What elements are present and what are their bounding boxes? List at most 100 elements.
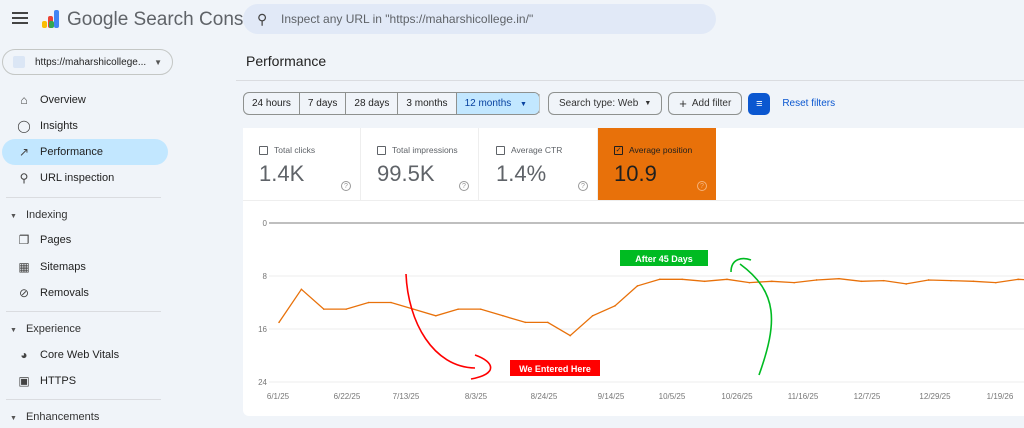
range-3-months[interactable]: 3 months [398, 93, 457, 114]
sidebar-item-overview[interactable]: ⌂ Overview [2, 87, 168, 113]
data-point [927, 279, 930, 281]
data-point [771, 280, 773, 283]
filter-settings-button[interactable]: ≡ [748, 92, 771, 115]
data-point [614, 305, 616, 307]
search-type-label: Search type: Web [559, 98, 639, 109]
section-title: Indexing [25, 209, 68, 221]
divider [6, 197, 161, 198]
help-icon[interactable]: ? [459, 181, 469, 191]
divider [6, 311, 161, 312]
metric-label: Total clicks [274, 145, 316, 155]
menu-icon[interactable] [12, 12, 28, 24]
page-title: Performance [246, 53, 327, 69]
data-point [972, 280, 975, 283]
position-chart: 0 8 16 246/1/25 6/22/25 7/13/25 8/3/25 8/24/25 9… [258, 219, 1024, 401]
data-point [547, 321, 549, 324]
data-point [323, 308, 325, 310]
property-label: https://maharshicollege... [35, 56, 147, 68]
range-28-days[interactable]: 28 days [346, 93, 399, 114]
checkbox-checked[interactable]: ✓ [614, 145, 623, 155]
search-icon: ⚲ [257, 11, 268, 27]
green-arrow-head [730, 257, 752, 273]
data-point [390, 301, 392, 304]
date-range-selector: 24 hours 7 days 28 days 3 months 12 mont… [243, 92, 540, 115]
range-7-days[interactable]: 7 days [300, 93, 347, 114]
sidebar-item-core-web-vitals[interactable]: ◕ Core Web Vitals [2, 342, 168, 368]
url-inspect-search[interactable]: ⚲ Inspect any URL in "https://maharshicol… [243, 4, 716, 34]
metric-total-clicks[interactable]: Total clicks 1.4K? [243, 128, 361, 201]
home-icon: ⌂ [20, 93, 28, 107]
y-tick-label: 0 [263, 219, 268, 228]
range-label: 12 months [464, 98, 512, 109]
x-tick-label: 8/3/25 [465, 392, 488, 401]
search-icon: ⚲ [19, 171, 29, 185]
sidebar-item-https[interactable]: ▣ HTTPS [2, 368, 168, 394]
help-icon[interactable]: ? [697, 181, 707, 191]
data-point [569, 334, 571, 337]
metric-average-ctr[interactable]: Average CTR 1.4%? [480, 128, 598, 201]
x-tick-label: 10/26/25 [721, 392, 753, 401]
annotation-after-45-days: After 45 Days [635, 254, 693, 264]
sidebar-item-label: Insights [40, 120, 78, 132]
range-24-hours[interactable]: 24 hours [244, 93, 300, 114]
x-tick-label: 6/1/25 [267, 392, 290, 401]
sidebar-item-label: Sitemaps [40, 261, 86, 273]
caret-down-icon: ▼ [10, 415, 17, 422]
divider [236, 80, 1024, 81]
metric-value: 99.5K [377, 161, 435, 186]
sidebar-item-label: Pages [40, 234, 72, 246]
data-point [524, 321, 527, 324]
property-selector[interactable]: https://maharshicollege... ▼ [2, 49, 174, 75]
sidebar-item-performance[interactable]: ↗ Performance [2, 139, 168, 165]
add-filter-button[interactable]: + Add filter [668, 92, 743, 115]
sidebar-item-removals[interactable]: ⊘ Removals [2, 280, 168, 306]
sidebar-item-label: Removals [40, 287, 89, 299]
pages-icon: ❐ [18, 233, 30, 247]
data-point [591, 314, 594, 317]
sidebar-item-pages[interactable]: ❐ Pages [2, 227, 168, 253]
metric-average-position[interactable]: ✓ Average position 10.9? [598, 128, 716, 201]
data-point [793, 281, 795, 284]
y-tick-label: 24 [258, 378, 267, 387]
checkbox[interactable] [259, 145, 268, 155]
section-title: Experience [25, 323, 81, 335]
search-console-logo [42, 10, 59, 28]
site-favicon [13, 56, 25, 68]
app-name: Google Search Console [67, 9, 269, 30]
data-point [636, 285, 639, 287]
sidebar-item-label: URL inspection [40, 172, 115, 184]
sidebar-item-insights[interactable]: ◯ Insights [2, 113, 168, 139]
sidebar-item-url-inspection[interactable]: ⚲ URL inspection [2, 165, 168, 191]
checkbox[interactable] [377, 145, 386, 155]
reset-filters-link[interactable]: Reset filters [782, 98, 836, 109]
x-tick-label: 12/7/25 [854, 392, 881, 401]
red-arrow-head [470, 354, 492, 380]
data-point [883, 279, 885, 282]
section-experience[interactable]: ▼ Experience [10, 323, 81, 335]
red-arrow [405, 273, 476, 369]
metric-value: 1.4K [259, 161, 305, 186]
metric-value: 10.9 [614, 161, 657, 186]
sidebar-item-label: Overview [40, 94, 86, 106]
x-tick-label: 6/22/25 [334, 392, 361, 401]
data-point [479, 308, 482, 310]
add-filter-label: Add filter [691, 98, 732, 109]
help-icon[interactable]: ? [341, 181, 351, 191]
section-indexing[interactable]: ▼ Indexing [10, 209, 68, 221]
range-12-months[interactable]: 12 months ▼ [456, 93, 539, 114]
section-enhancements[interactable]: ▼ Enhancements [10, 411, 99, 423]
data-point [995, 281, 997, 284]
data-point [815, 279, 818, 281]
search-type-dropdown[interactable]: Search type: Web ▼ [548, 92, 663, 115]
position-line [278, 278, 1024, 337]
sidebar-item-sitemaps[interactable]: ▦ Sitemaps [2, 254, 168, 280]
metric-total-impressions[interactable]: Total impressions 99.5K? [361, 128, 479, 201]
help-icon[interactable]: ? [578, 181, 588, 191]
annotation-we-entered-here: We Entered Here [519, 364, 591, 374]
y-tick-label: 16 [258, 325, 267, 334]
data-point [300, 288, 303, 291]
y-tick-label: 8 [263, 272, 268, 281]
chevron-down-icon: ▼ [520, 101, 527, 108]
checkbox[interactable] [496, 145, 505, 155]
filter-bar: Search type: Web ▼ + Add filter ≡ Reset fi… [548, 92, 835, 115]
